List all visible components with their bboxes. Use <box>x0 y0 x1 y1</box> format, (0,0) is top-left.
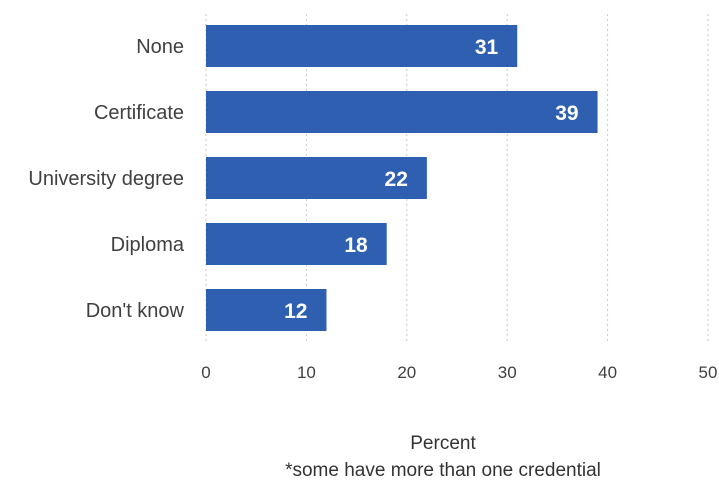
bar <box>206 157 427 199</box>
bar-data-label: 18 <box>344 234 368 257</box>
x-tick-label: 30 <box>498 363 517 382</box>
x-tick-label: 40 <box>598 363 617 382</box>
category-labels: None Certificate University degree Diploma D… <box>28 36 185 322</box>
category-label: None <box>136 36 184 58</box>
category-label: Don't know <box>86 300 185 322</box>
x-tick-label: 0 <box>201 363 210 382</box>
x-axis-title: Percent <box>410 433 476 454</box>
category-label: University degree <box>28 168 184 190</box>
bar <box>206 289 327 331</box>
category-label: Certificate <box>94 102 184 124</box>
bar-data-label: 12 <box>284 300 307 323</box>
bar-data-label: 22 <box>385 168 408 191</box>
bar-data-label: 31 <box>475 36 499 59</box>
x-tick-label: 50 <box>699 363 718 382</box>
x-tick-label: 10 <box>297 363 316 382</box>
bar <box>206 91 598 133</box>
category-label: Diploma <box>111 234 185 256</box>
bar <box>206 223 387 265</box>
bar <box>206 25 518 67</box>
x-tick-labels: 0 10 20 30 40 50 <box>201 363 717 382</box>
bars: 31 39 22 18 12 <box>206 25 598 331</box>
bar-data-label: 39 <box>555 102 578 125</box>
chart-footnote: *some have more than one credential <box>285 460 601 481</box>
x-tick-label: 20 <box>397 363 416 382</box>
